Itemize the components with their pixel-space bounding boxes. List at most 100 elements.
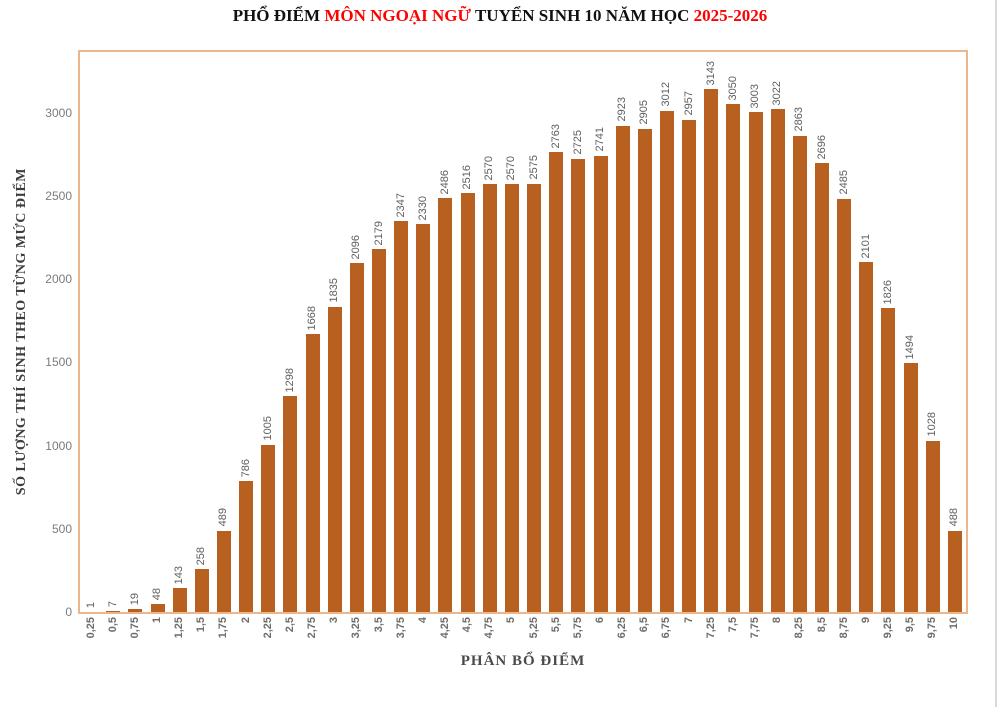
- x-tick-label: 4,5: [461, 617, 474, 633]
- bar-value-label: 2763: [549, 123, 562, 149]
- bar-3: [327, 306, 342, 612]
- bar-4: [416, 224, 431, 612]
- bar-2: [239, 481, 254, 612]
- bar-9,25: [881, 308, 896, 612]
- bar-2,25: [261, 444, 276, 612]
- chart-title-subject: MÔN NGOẠI NGỮ: [324, 6, 472, 25]
- x-tick-label: 3,25: [350, 617, 363, 639]
- bar-value-label: 2957: [682, 91, 695, 116]
- x-tick-label: 9,75: [926, 617, 939, 639]
- y-tick-label: 3000: [45, 105, 72, 120]
- bar-value-label: 2905: [638, 100, 651, 125]
- bar-2,5: [283, 396, 298, 612]
- bar-4,25: [438, 198, 453, 612]
- x-tick-label: 8,25: [793, 617, 806, 639]
- x-tick-label: 2,5: [283, 617, 296, 633]
- bar-value-label: 489: [217, 508, 230, 527]
- bar-7,75: [748, 112, 763, 612]
- bar-value-label: 3003: [749, 83, 762, 109]
- x-tick-label: 2,25: [261, 617, 274, 639]
- bar-value-label: 2741: [594, 127, 607, 152]
- x-tick-label: 5,75: [571, 617, 584, 639]
- bar-value-label: 258: [195, 546, 208, 566]
- x-tick-label: 8,75: [837, 617, 850, 639]
- x-tick-label: 2: [239, 617, 252, 624]
- x-tick-label: 6,75: [660, 617, 673, 639]
- bar-8,5: [815, 163, 830, 612]
- bar-1,5: [194, 569, 209, 612]
- bar-8,75: [837, 198, 852, 612]
- bar-value-label: 1835: [328, 278, 341, 303]
- bar-3,75: [394, 221, 409, 612]
- bar-9: [859, 262, 874, 612]
- bar-5,5: [549, 152, 564, 612]
- bar-value-label: 2923: [616, 97, 629, 122]
- x-tick-label: 9,25: [881, 617, 894, 639]
- x-tick-label: 8: [771, 617, 784, 624]
- bar-5,75: [571, 158, 586, 612]
- x-tick-label: 6: [594, 617, 607, 624]
- bar-7,25: [704, 89, 719, 612]
- y-tick-label: 500: [51, 521, 72, 536]
- y-axis-ticks: 0 500 1000 1500 2000 2500 3000: [0, 52, 72, 619]
- bar-7: [682, 119, 697, 612]
- x-tick-label: 7,5: [726, 617, 739, 633]
- bar-1: [150, 604, 165, 612]
- y-tick-label: 1000: [45, 438, 72, 453]
- bar-value-label: 1028: [926, 412, 939, 437]
- x-axis-title: PHÂN BỔ ĐIỂM: [460, 653, 586, 669]
- bar-4,5: [460, 193, 475, 612]
- bar-value-label: 2575: [527, 155, 540, 180]
- bar-6,25: [615, 125, 630, 612]
- bar-4,75: [482, 184, 497, 612]
- bar-value-label: 1826: [881, 279, 894, 305]
- bar-value-label: 3012: [660, 82, 673, 107]
- x-tick-label: 1,75: [217, 617, 230, 639]
- bar-6: [593, 155, 608, 612]
- x-tick-label: 1: [151, 617, 164, 624]
- x-tick-label: 4: [416, 617, 429, 624]
- bar-value-label: 1298: [283, 367, 296, 393]
- bar-1,75: [216, 530, 231, 612]
- bar-value-label: 2863: [793, 107, 806, 132]
- x-tick-label: 10: [948, 617, 961, 630]
- bar-value-label: 1668: [306, 305, 319, 331]
- bar-3,5: [372, 249, 387, 612]
- bar-value-label: 2096: [350, 234, 363, 260]
- x-tick-label: 7: [682, 617, 695, 624]
- bar-value-label: 1494: [904, 334, 917, 360]
- x-tick-label: 5,5: [549, 617, 562, 633]
- x-tick-label: 1,5: [195, 617, 208, 633]
- bar-6,5: [637, 128, 652, 612]
- x-tick-label: 1,25: [173, 617, 186, 639]
- bar-value-label: 2347: [394, 192, 407, 218]
- chart-title: PHỔ ĐIỂM MÔN NGOẠI NGỮ TUYỂN SINH 10 NĂM…: [0, 6, 1000, 26]
- bar-value-label: 48: [151, 587, 164, 601]
- x-tick-label: 9,5: [904, 617, 917, 633]
- bar-value-label: 3050: [726, 76, 739, 101]
- bar-value-label: 143: [173, 565, 186, 585]
- bar-value-label: 3143: [704, 60, 717, 86]
- bar-value-label: 2725: [571, 130, 584, 155]
- bar-10: [947, 530, 962, 612]
- bar-5,25: [527, 183, 542, 612]
- bar-value-label: 2570: [483, 155, 496, 181]
- x-tick-label: 2,75: [306, 617, 319, 639]
- x-tick-label: 0,75: [128, 617, 141, 639]
- bar-value-label: 2696: [815, 134, 828, 160]
- x-tick-label: 5: [505, 617, 518, 624]
- x-tick-label: 7,75: [749, 617, 762, 639]
- chart-title-middle: TUYỂN SINH 10 NĂM HỌC: [471, 6, 694, 25]
- y-tick-label: 2500: [45, 189, 72, 203]
- bar-6,75: [659, 110, 674, 612]
- bar-value-label: 488: [948, 508, 961, 527]
- bar-9,5: [903, 363, 918, 612]
- chart-title-year: 2025-2026: [693, 6, 768, 25]
- x-tick-label: 3,75: [394, 617, 407, 639]
- bar-value-label: 1: [84, 601, 97, 608]
- bar-value-label: 2101: [859, 233, 872, 259]
- bar-9,75: [925, 440, 940, 612]
- x-tick-label: 8,5: [815, 617, 828, 633]
- bar-8: [770, 109, 785, 612]
- bar-2,75: [305, 334, 320, 612]
